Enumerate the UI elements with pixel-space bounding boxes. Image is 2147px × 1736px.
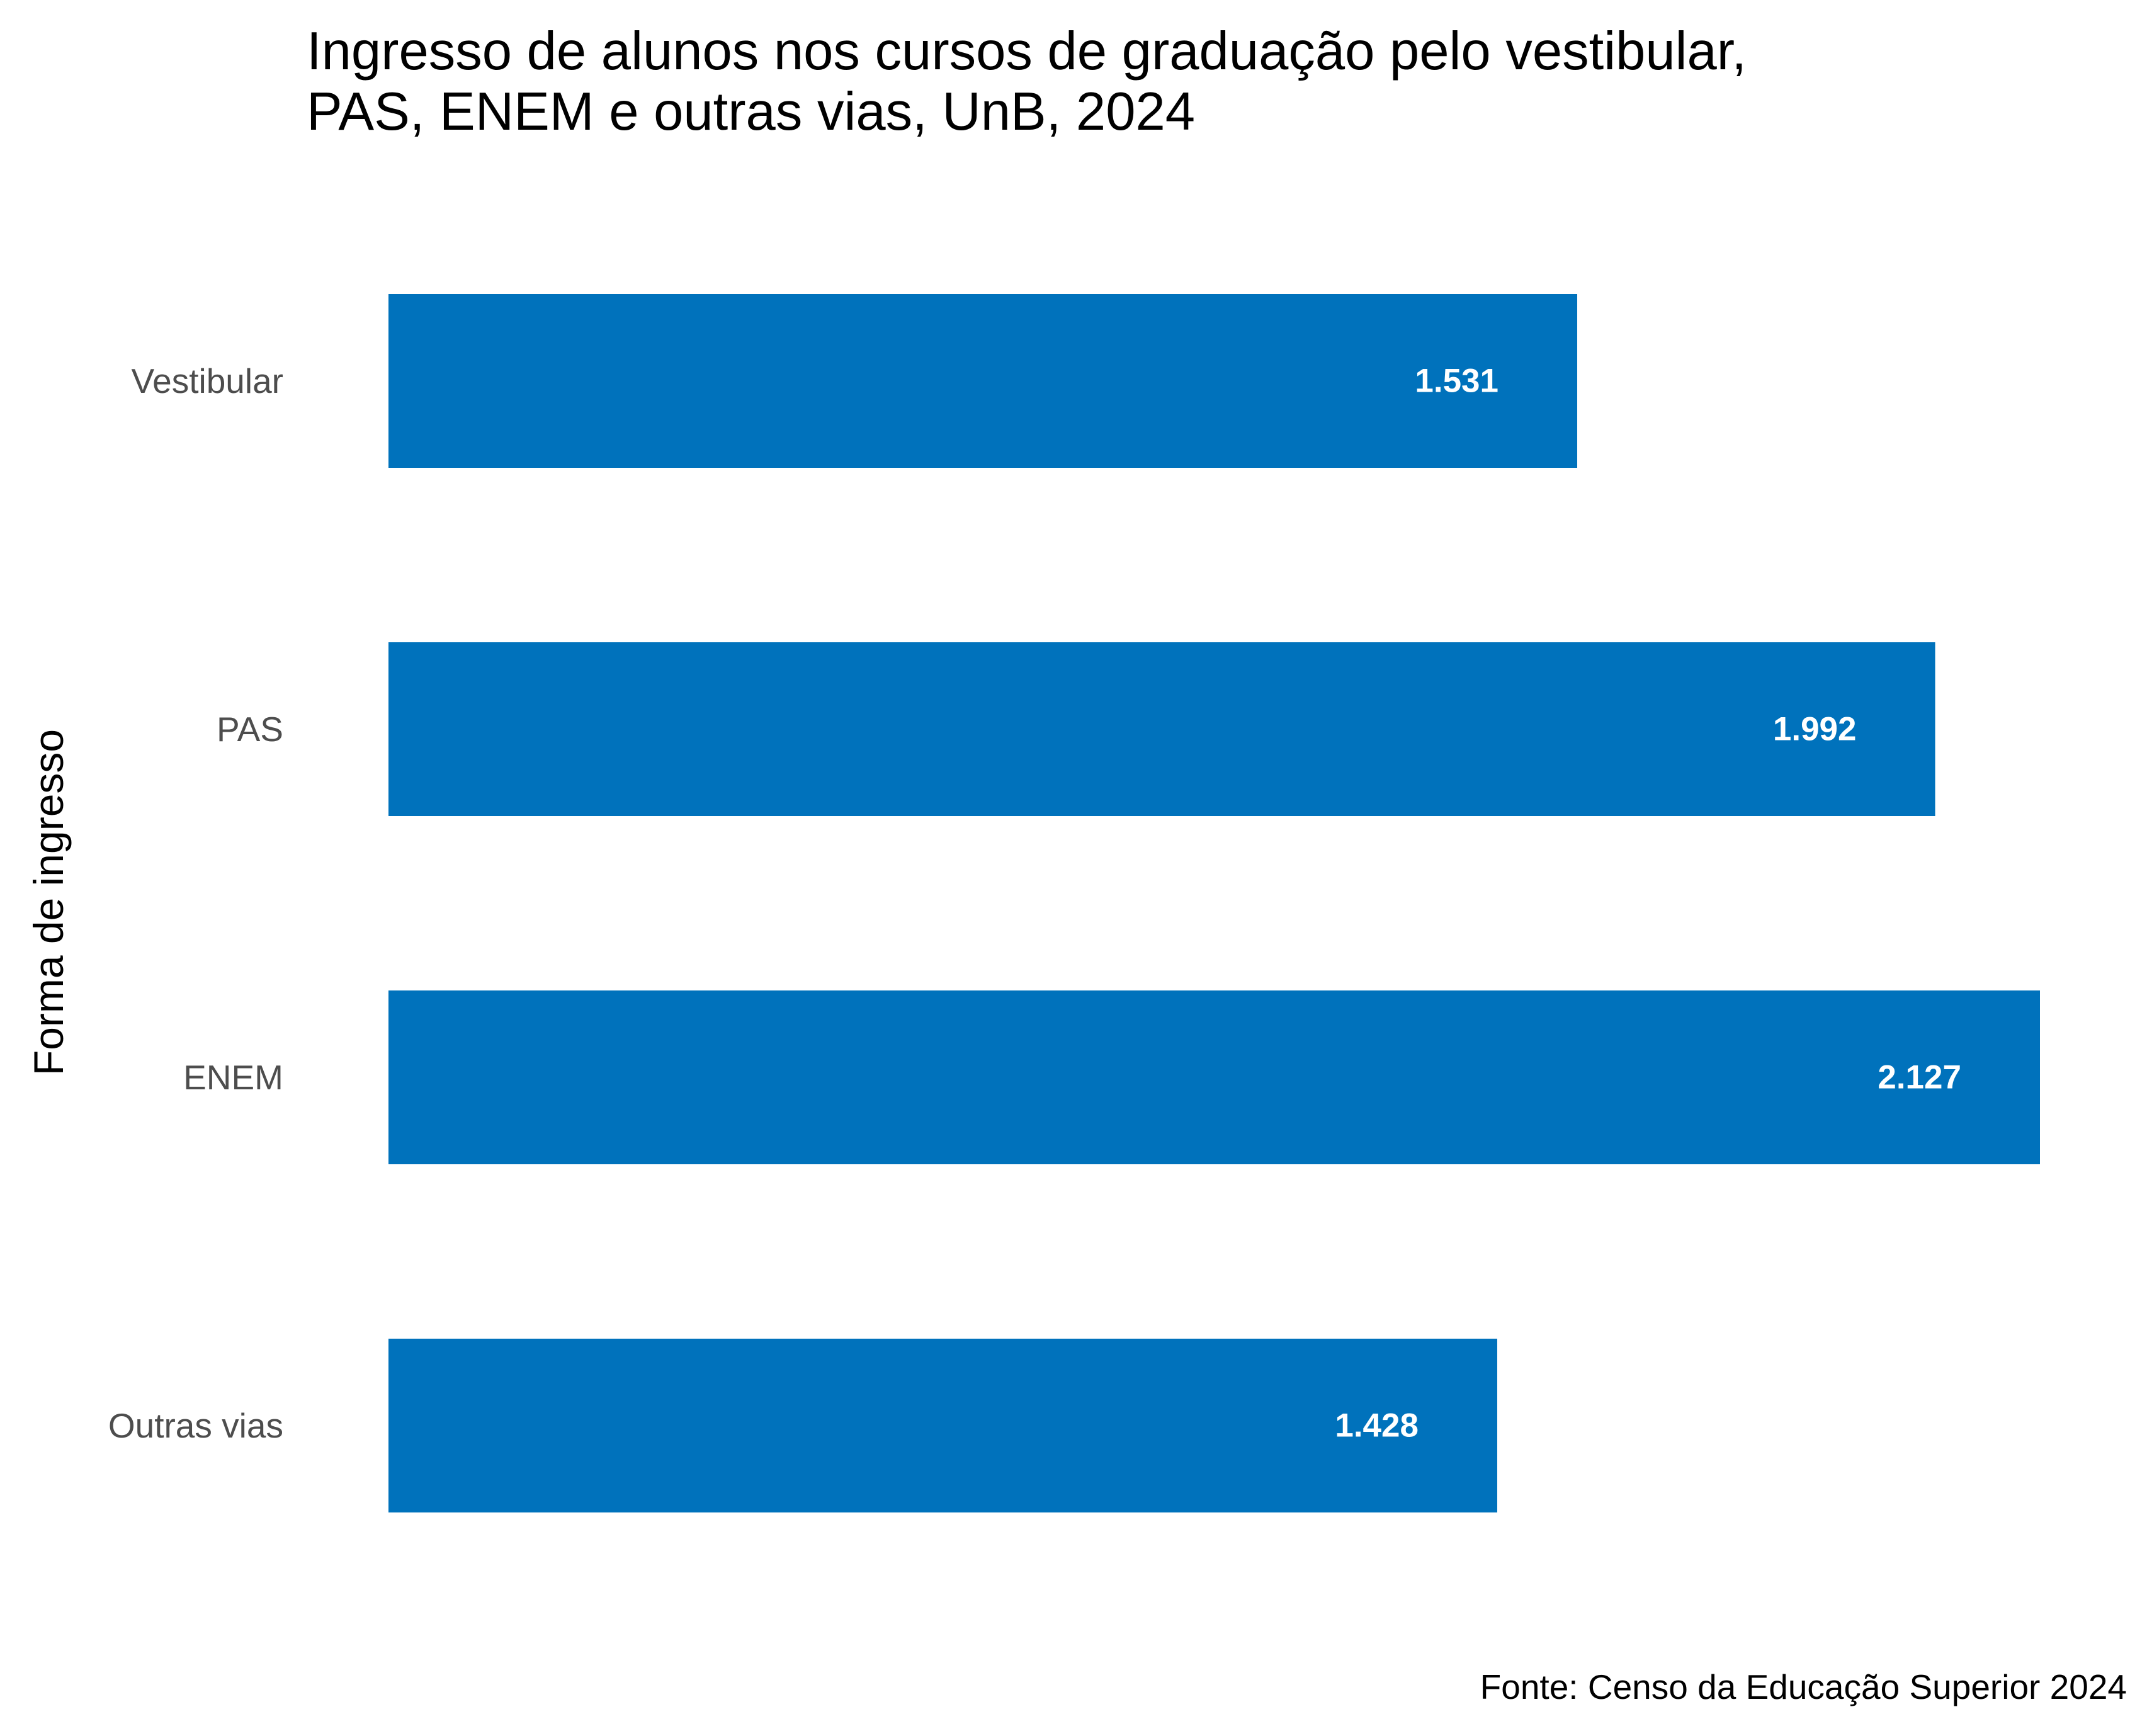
chart-title-line-1: Ingresso de alunos nos cursos de graduaç…: [307, 21, 1747, 81]
y-tick-label-pas: PAS: [217, 710, 283, 749]
value-labels: 1.531 1.992 2.127 1.428: [1335, 363, 1961, 1444]
value-label-vestibular: 1.531: [1415, 363, 1498, 400]
bar-outras-vias: [388, 1339, 1497, 1512]
value-label-enem: 2.127: [1878, 1059, 1961, 1096]
bar-enem: [388, 990, 2040, 1164]
y-tick-label-enem: ENEM: [183, 1058, 283, 1097]
y-tick-label-outras-vias: Outras vias: [108, 1406, 283, 1445]
chart-caption: Fonte: Censo da Educação Superior 2024: [1480, 1667, 2127, 1706]
value-label-outras-vias: 1.428: [1335, 1407, 1419, 1444]
bar-pas: [388, 642, 1935, 816]
chart-title-line-2: PAS, ENEM e outras vias, UnB, 2024: [307, 82, 1195, 142]
y-tick-labels: Vestibular PAS ENEM Outras vias: [108, 361, 283, 1445]
y-axis-title: Forma de ingresso: [25, 729, 72, 1075]
bar-vestibular: [388, 294, 1578, 468]
value-label-pas: 1.992: [1773, 711, 1857, 748]
y-tick-label-vestibular: Vestibular: [131, 361, 283, 400]
bars-group: [388, 294, 2040, 1512]
